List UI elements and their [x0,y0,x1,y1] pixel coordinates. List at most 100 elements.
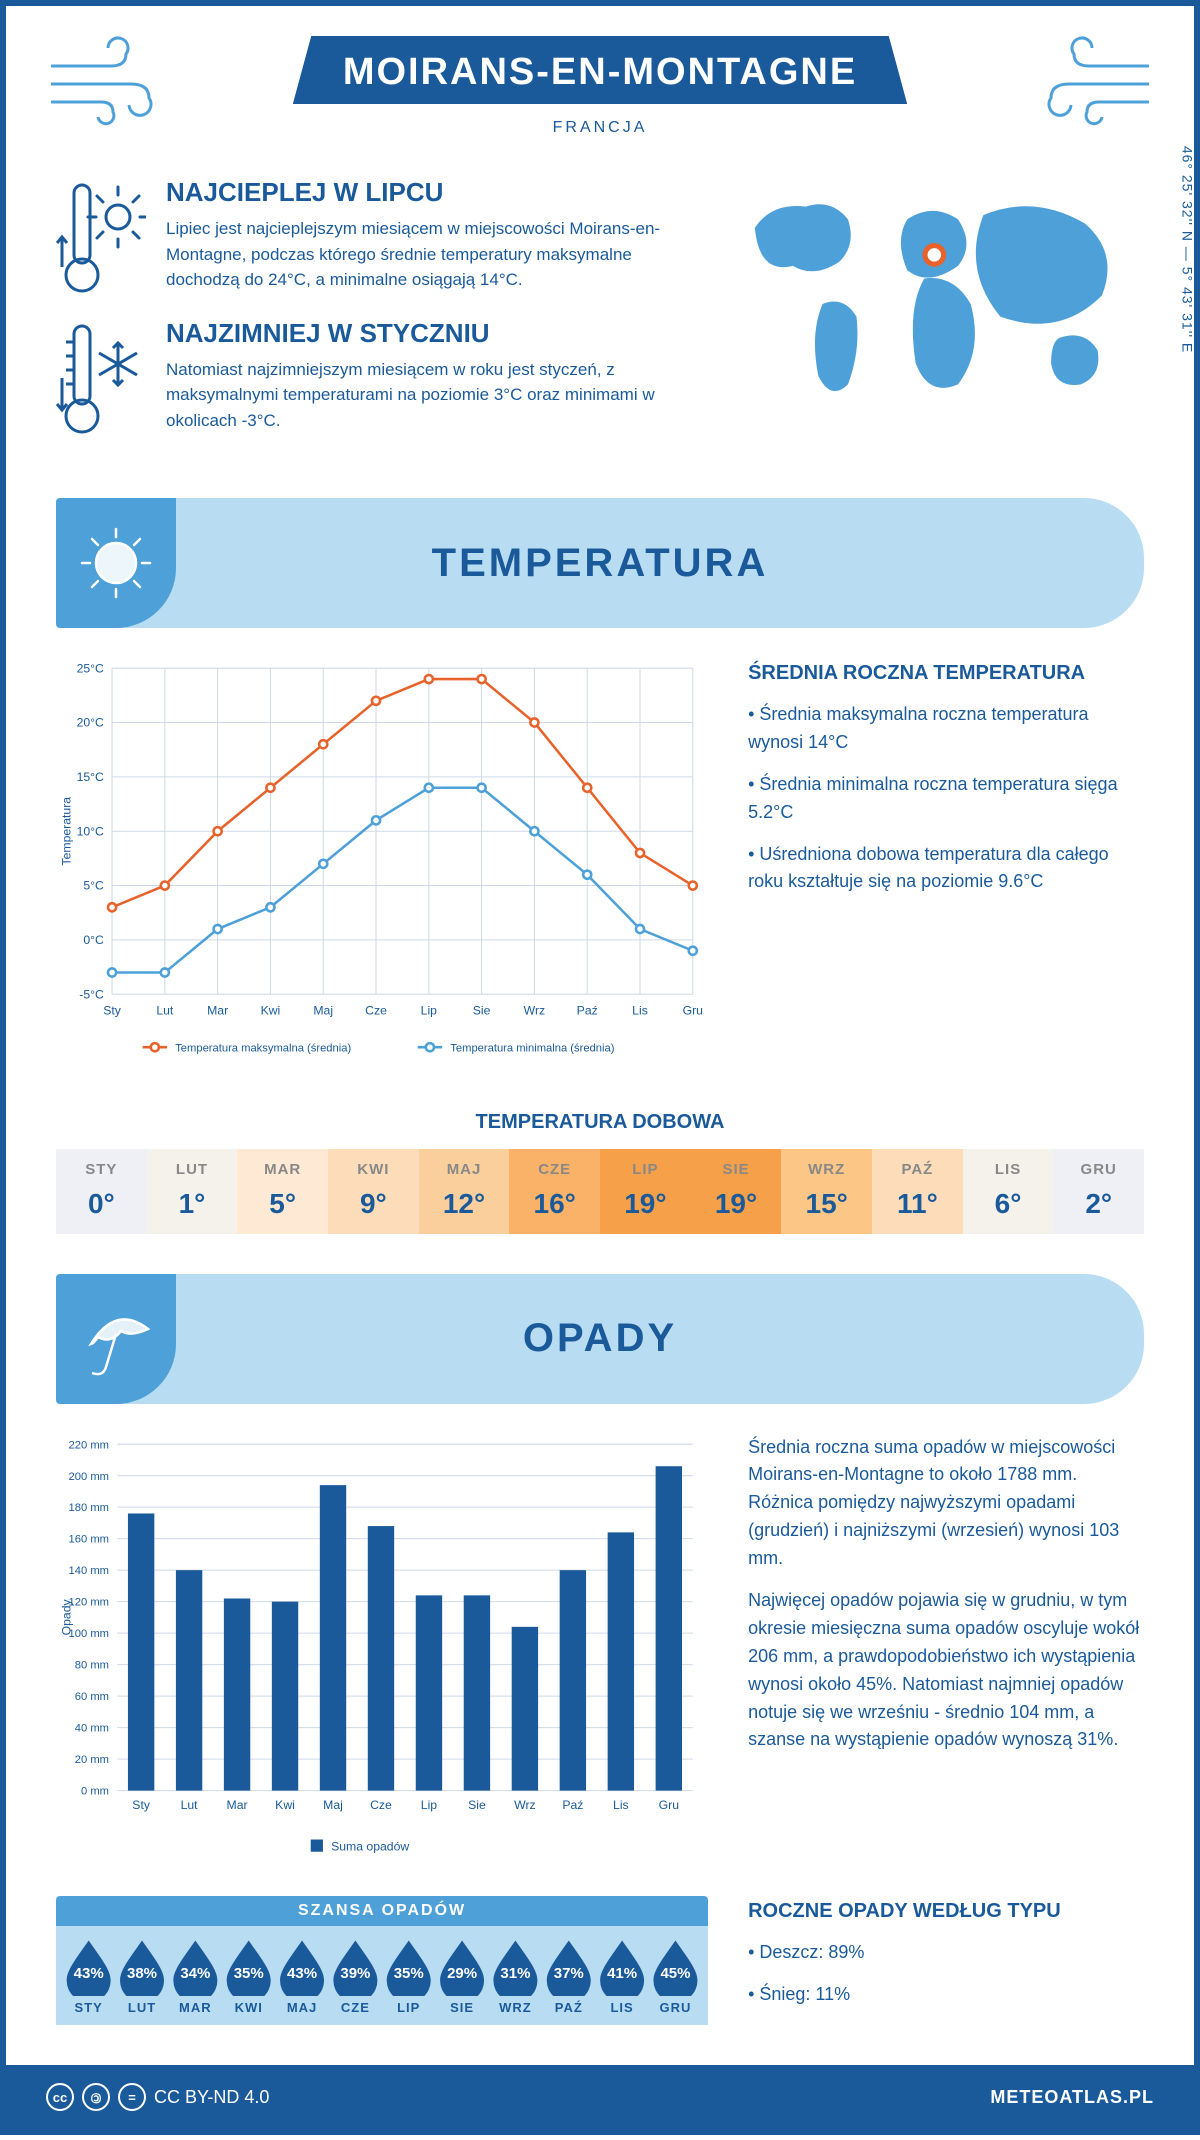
page-subtitle: FRANCJA [46,119,1154,137]
wind-icon [1024,36,1154,131]
svg-text:Lis: Lis [613,1797,629,1811]
precip-chance-cell: 39%CZE [329,1938,382,2015]
section-precipitation: OPADY [56,1274,1144,1404]
svg-text:25°C: 25°C [77,661,104,675]
svg-text:-5°C: -5°C [79,987,104,1001]
precip-chance-cell: 45%GRU [649,1938,702,2015]
precip-chance-cell: 43%MAJ [275,1938,328,2015]
daily-temp-cell: MAJ12° [419,1149,510,1234]
facts: NAJCIEPLEJ W LIPCU Lipiec jest najcieple… [56,177,691,458]
svg-text:Temperatura maksymalna (średni: Temperatura maksymalna (średnia) [175,1042,351,1054]
svg-text:Paź: Paź [577,1004,598,1018]
svg-text:Gru: Gru [659,1797,679,1811]
svg-text:Sie: Sie [473,1004,491,1018]
precip-chance-cell: 43%STY [62,1938,115,2015]
svg-text:100 mm: 100 mm [69,1628,109,1640]
yearly-temp-bullet: • Średnia minimalna roczna temperatura s… [748,771,1144,827]
svg-text:Kwi: Kwi [275,1797,295,1811]
section-title: OPADY [523,1316,677,1361]
license: cc🄯= CC BY-ND 4.0 [46,2083,269,2111]
precip-by-type: ROCZNE OPADY WEDŁUG TYPU • Deszcz: 89% •… [748,1896,1144,2023]
svg-text:5°C: 5°C [83,879,104,893]
umbrella-icon [56,1274,176,1404]
precip-chance-cell: 37%PAŹ [542,1938,595,2015]
thermometer-cold-icon [56,318,146,428]
svg-text:180 mm: 180 mm [69,1502,109,1514]
svg-text:40 mm: 40 mm [75,1722,109,1734]
svg-text:140 mm: 140 mm [69,1565,109,1577]
daily-temp-cell: WRZ15° [781,1149,872,1234]
daily-temp-cell: KWI9° [328,1149,419,1234]
footer: cc🄯= CC BY-ND 4.0 METEOATLAS.PL [6,2065,1194,2129]
svg-text:Maj: Maj [313,1004,333,1018]
precip-paragraph: Najwięcej opadów pojawia się w grudniu, … [748,1587,1144,1754]
site-name: METEOATLAS.PL [990,2087,1154,2108]
svg-text:Kwi: Kwi [261,1004,281,1018]
svg-text:20°C: 20°C [77,716,104,730]
svg-text:200 mm: 200 mm [69,1470,109,1482]
temperature-summary: ŚREDNIA ROCZNA TEMPERATURA • Średnia mak… [748,658,1144,1071]
daily-temp-cell: LUT1° [147,1149,238,1234]
svg-text:160 mm: 160 mm [69,1533,109,1545]
svg-text:Temperatura: Temperatura [59,797,73,866]
svg-text:0°C: 0°C [83,933,104,947]
svg-text:15°C: 15°C [77,770,104,784]
precip-chance: SZANSA OPADÓW 43%STY38%LUT34%MAR35%KWI43… [56,1896,708,2025]
svg-text:60 mm: 60 mm [75,1691,109,1703]
temperature-chart: -5°C0°C5°C10°C15°C20°C25°CStyLutMarKwiMa… [56,658,708,1071]
svg-text:Lut: Lut [181,1797,199,1811]
precip-paragraph: Średnia roczna suma opadów w miejscowośc… [748,1434,1144,1573]
fact-coldest-text: Natomiast najzimniejszym miesiącem w rok… [166,357,691,434]
precipitation-summary: Średnia roczna suma opadów w miejscowośc… [748,1434,1144,1867]
daily-temp-cell: STY0° [56,1149,147,1234]
svg-text:Gru: Gru [683,1004,703,1018]
daily-temp-cell: CZE16° [509,1149,600,1234]
sun-icon [56,498,176,628]
svg-text:Sty: Sty [132,1797,151,1811]
precip-by-type-bullet: • Śnieg: 11% [748,1981,1144,2009]
precipitation-chart: 0 mm20 mm40 mm60 mm80 mm100 mm120 mm140 … [56,1434,708,1867]
wind-icon [46,36,176,131]
svg-text:Cze: Cze [365,1004,387,1018]
fact-warmest: NAJCIEPLEJ W LIPCU Lipiec jest najcieple… [56,177,691,293]
daily-temp-title: TEMPERATURA DOBOWA [6,1111,1194,1134]
svg-text:Lut: Lut [156,1004,174,1018]
daily-temp-cell: LIS6° [963,1149,1054,1234]
svg-text:80 mm: 80 mm [75,1659,109,1671]
svg-text:Sie: Sie [468,1797,486,1811]
fact-warmest-text: Lipiec jest najcieplejszym miesiącem w m… [166,216,691,293]
svg-text:Wrz: Wrz [514,1797,536,1811]
precip-chance-title: SZANSA OPADÓW [56,1896,708,1926]
svg-text:Suma opadów: Suma opadów [331,1839,409,1853]
coordinates: 46° 25' 32'' N — 5° 43' 31'' E [1179,146,1195,353]
svg-text:0 mm: 0 mm [81,1785,109,1797]
fact-coldest: NAJZIMNIEJ W STYCZNIU Natomiast najzimni… [56,318,691,434]
svg-text:Lip: Lip [421,1004,438,1018]
precip-chance-cell: 29%SIE [435,1938,488,2015]
yearly-temp-title: ŚREDNIA ROCZNA TEMPERATURA [748,658,1144,689]
daily-temp-cell: PAŹ11° [872,1149,963,1234]
daily-temp-table: STY0°LUT1°MAR5°KWI9°MAJ12°CZE16°LIP19°SI… [56,1149,1144,1234]
precip-chance-cell: 41%LIS [595,1938,648,2015]
svg-text:Opady: Opady [59,1598,73,1635]
svg-text:Temperatura minimalna (średnia: Temperatura minimalna (średnia) [450,1042,614,1054]
svg-text:Lip: Lip [421,1797,438,1811]
svg-text:Wrz: Wrz [524,1004,546,1018]
page-title: MOIRANS-EN-MONTAGNE [293,36,907,104]
header: MOIRANS-EN-MONTAGNE FRANCJA [6,6,1194,157]
svg-text:Cze: Cze [370,1797,392,1811]
world-map [721,177,1144,458]
precip-chance-cell: 35%KWI [222,1938,275,2015]
svg-text:Lis: Lis [632,1004,648,1018]
svg-text:120 mm: 120 mm [69,1596,109,1608]
daily-temp-cell: LIP19° [600,1149,691,1234]
section-title: TEMPERATURA [432,541,769,586]
yearly-temp-bullet: • Uśredniona dobowa temperatura dla całe… [748,841,1144,897]
svg-text:Paź: Paź [562,1797,583,1811]
precip-by-type-bullet: • Deszcz: 89% [748,1939,1144,1967]
license-text: CC BY-ND 4.0 [154,2087,269,2108]
svg-text:220 mm: 220 mm [69,1439,109,1451]
thermometer-hot-icon [56,177,146,287]
precip-by-type-title: ROCZNE OPADY WEDŁUG TYPU [748,1896,1144,1927]
daily-temp-cell: GRU2° [1053,1149,1144,1234]
